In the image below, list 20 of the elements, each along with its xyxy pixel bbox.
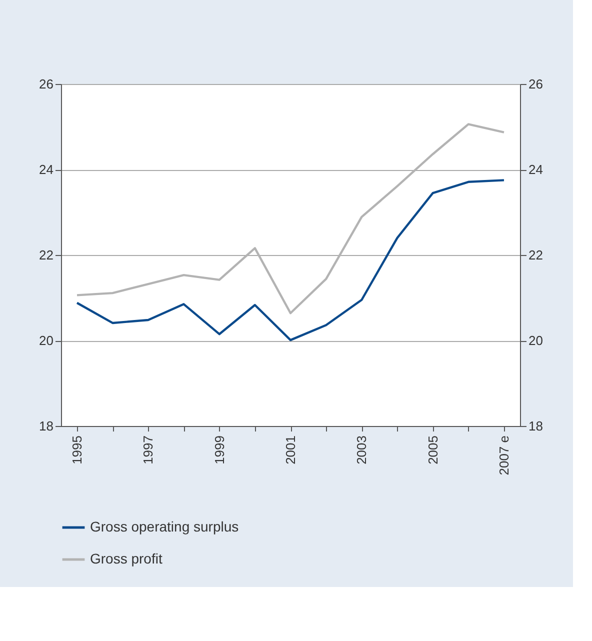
y2-tick-label: 18 <box>528 418 543 434</box>
y-tick-label: 20 <box>39 333 54 348</box>
x-tick-label: 1995 <box>70 436 85 464</box>
y-tick-label: 22 <box>39 248 54 262</box>
x-tick-label: 1999 <box>212 436 227 464</box>
legend-label: Gross operating surplus <box>90 518 239 534</box>
legend-label: Gross profit <box>90 550 162 566</box>
x-tick-label: 2003 <box>354 436 370 464</box>
y2-tick-label: 20 <box>528 333 543 348</box>
line-series <box>76 179 506 342</box>
x-tick-label: 2005 <box>425 436 440 464</box>
y-tick-label: 26 <box>39 76 54 92</box>
y2-tick-label: 22 <box>528 248 543 262</box>
y-tick-label: 18 <box>39 418 54 434</box>
x-tick-label: 1997 <box>140 436 156 464</box>
y2-tick-label: 26 <box>528 76 543 92</box>
x-tick-label: 2007 e <box>496 436 512 476</box>
x-tick-label: 2001 <box>283 436 298 464</box>
y-tick-label: 24 <box>39 162 54 177</box>
y2-tick-label: 24 <box>528 162 543 177</box>
